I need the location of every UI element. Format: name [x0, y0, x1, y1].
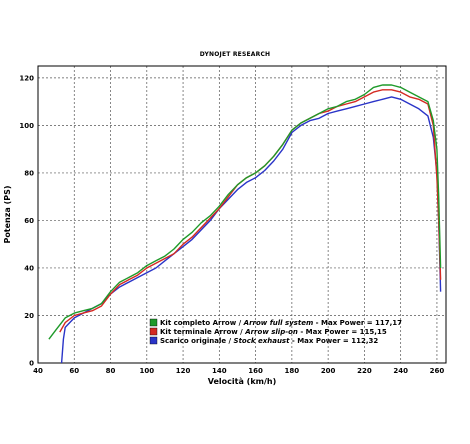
- legend-max-power: - Max Power = 115,15: [298, 328, 387, 336]
- series-group: [48, 84, 442, 364]
- chart-title: DYNOJET RESEARCH: [200, 51, 271, 58]
- y-axis-title: Potenza (PS): [3, 185, 12, 243]
- y-tick-label: 40: [24, 264, 34, 272]
- x-axis-title: Velocità (km/h): [208, 377, 277, 386]
- x-tick-label: 120: [176, 367, 191, 375]
- legend-name-en: Stock exhaust: [234, 337, 291, 345]
- x-tick-label: 80: [106, 367, 116, 375]
- x-tick-label: 160: [248, 367, 263, 375]
- legend-swatch-0: [149, 318, 158, 327]
- legend-name: Kit terminale Arrow: [160, 328, 238, 336]
- grid: [38, 66, 446, 363]
- legend-name: Kit completo Arrow: [160, 319, 237, 327]
- series-line-1: [59, 89, 442, 333]
- x-tick-label: 60: [69, 367, 79, 375]
- legend-entry-1: Kit terminale Arrow / Arrow slip-on - Ma…: [160, 328, 387, 336]
- legend-swatch-2: [149, 336, 158, 345]
- legend: Kit completo Arrow / Arrow full system -…: [149, 318, 402, 345]
- y-tick-label: 20: [24, 312, 34, 320]
- series-line-2: [60, 96, 442, 364]
- legend-entry-2: Scarico originale / Stock exhaust - Max …: [160, 337, 378, 345]
- x-tick-label: 140: [212, 367, 227, 375]
- x-tick-label: 180: [285, 367, 300, 375]
- x-tick-label: 220: [357, 367, 372, 375]
- y-tick-label: 0: [29, 360, 34, 368]
- legend-swatch-1: [149, 327, 158, 336]
- series-line-0: [48, 84, 442, 340]
- x-tick-label: 200: [321, 367, 336, 375]
- x-tick-label: 240: [393, 367, 408, 375]
- x-tick-label: 100: [139, 367, 154, 375]
- legend-entry-0: Kit completo Arrow / Arrow full system -…: [160, 319, 402, 327]
- ticks: 40 60 80 100 120 140 160 180 200 220 240 260 0 20 40 60…: [19, 74, 444, 375]
- x-tick-label: 260: [430, 367, 445, 375]
- y-tick-label: 100: [19, 122, 34, 130]
- y-tick-label: 120: [19, 74, 34, 82]
- y-tick-label: 80: [24, 169, 34, 177]
- plot-frame: [37, 65, 447, 364]
- y-tick-label: 60: [24, 217, 34, 225]
- legend-name-en: Arrow slip-on: [244, 328, 298, 336]
- legend-name: Scarico originale: [160, 337, 226, 345]
- legend-max-power: - Max Power = 112,32: [289, 337, 378, 345]
- x-tick-label: 40: [33, 367, 43, 375]
- legend-max-power: - Max Power = 117,17: [313, 319, 402, 327]
- legend-name-en: Arrow full system: [243, 319, 314, 327]
